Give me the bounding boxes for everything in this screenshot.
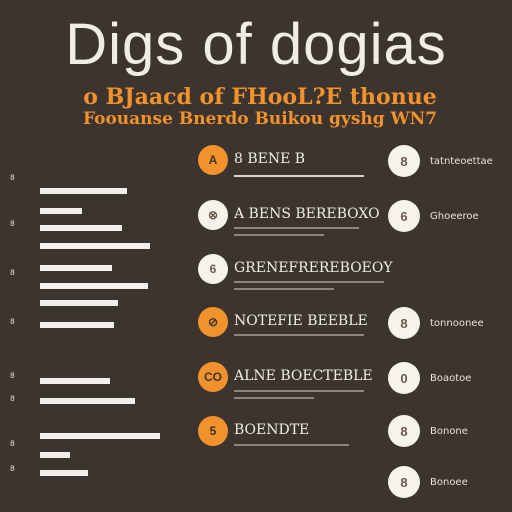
tick-label: 8	[10, 220, 15, 229]
page-title: Digs of dogias	[65, 12, 447, 77]
right-item-icon: 8	[388, 145, 420, 177]
row-label: NOTEFIE BEEBLE	[234, 313, 368, 329]
right-item-icon: 8	[388, 415, 420, 447]
row-label: GRENEFREREBOEOY	[234, 260, 393, 276]
subtitle-line-2: Foouanse Bnerdo Buikou gyshg WN7	[82, 109, 438, 129]
bar	[40, 452, 70, 458]
bar	[40, 225, 122, 231]
tick-label: 8	[10, 318, 15, 327]
bar	[40, 188, 127, 194]
right-item-label: tatnteoettae	[430, 156, 493, 167]
right-item-label: Boaotoe	[430, 373, 472, 384]
row-underline	[234, 175, 364, 177]
row-underline	[234, 390, 364, 392]
bar	[40, 322, 114, 328]
row-label: 8 BENE B	[234, 151, 306, 167]
tick-label: 8	[10, 269, 15, 278]
bar	[40, 283, 148, 289]
row-underline	[234, 227, 359, 229]
right-item-icon: 8	[388, 307, 420, 339]
right-item-label: Bonone	[430, 426, 468, 437]
tick-label: 8	[10, 465, 15, 474]
right-item-label: Bonoee	[430, 477, 468, 488]
right-item-label: tonnoonee	[430, 318, 484, 329]
right-item-label: Ghoeeroe	[430, 211, 479, 222]
bar	[40, 470, 88, 476]
tick-label: 8	[10, 440, 15, 449]
row-icon: A	[198, 145, 228, 175]
tick-label: 8	[10, 174, 15, 183]
tick-label: 8	[10, 372, 15, 381]
row-underline	[234, 234, 324, 236]
right-item-icon: 0	[388, 362, 420, 394]
bar	[40, 243, 150, 249]
row-icon: 6	[198, 254, 228, 284]
row-label: A BENS BEREBOXO	[234, 206, 380, 222]
row-icon: 5	[198, 416, 228, 446]
row-underline	[234, 281, 384, 283]
subtitle-line-1: o BJaacd of FHooL?E thonue	[83, 84, 437, 110]
row-underline	[234, 397, 314, 399]
tick-label: 8	[10, 395, 15, 404]
bar	[40, 378, 110, 384]
right-item-icon: 6	[388, 200, 420, 232]
row-label: BOENDTE	[234, 422, 310, 438]
bar	[40, 265, 112, 271]
row-underline	[234, 334, 364, 336]
row-icon: ⊗	[198, 200, 228, 230]
row-label: ALNE BOECTEBLE	[234, 368, 373, 384]
row-underline	[234, 444, 349, 446]
row-underline	[234, 288, 334, 290]
bar	[40, 433, 160, 439]
bar	[40, 398, 135, 404]
bar	[40, 300, 118, 306]
row-icon: CO	[198, 362, 228, 392]
row-icon: ⊘	[198, 307, 228, 337]
bar	[40, 208, 82, 214]
right-item-icon: 8	[388, 466, 420, 498]
